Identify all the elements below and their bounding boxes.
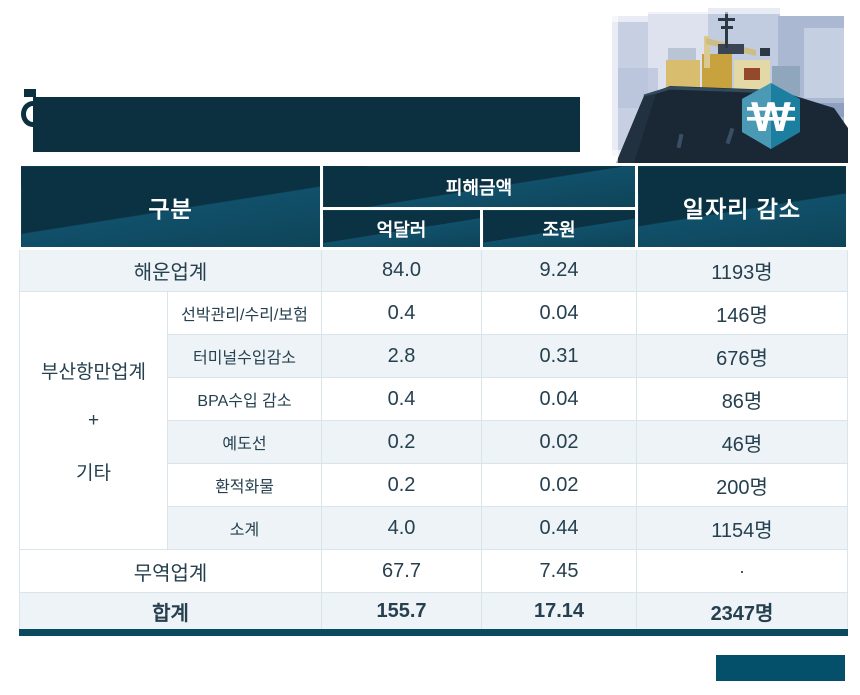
table-row: BPA수입 감소 0.4 0.04 86명 bbox=[20, 377, 849, 421]
table-row: 해운업계 84.0 9.24 1193명 bbox=[18, 248, 849, 292]
cell-krw: 0.04 bbox=[481, 377, 638, 421]
cell-usd: 84.0 bbox=[321, 248, 483, 292]
cell-krw: 0.02 bbox=[481, 463, 638, 507]
row-label: 해운업계 bbox=[18, 248, 323, 292]
damage-table: 구분 피해금액 일자리 감소 억달러 조원 해운업계 84.0 9.24 119… bbox=[17, 163, 850, 636]
row-label: 무역업계 bbox=[18, 549, 323, 593]
cell-jobs: 200명 bbox=[636, 463, 849, 507]
cell-jobs: 2347명 bbox=[636, 592, 849, 636]
cell-krw: 9.24 bbox=[481, 248, 638, 292]
table-row: 예도선 0.2 0.02 46명 bbox=[20, 420, 849, 464]
group-line: 기타 bbox=[76, 462, 111, 484]
header-usd: 억달러 bbox=[320, 207, 484, 250]
cell-jobs: 46명 bbox=[636, 420, 849, 464]
header-jobs: 일자리 감소 bbox=[635, 163, 850, 250]
title-bar bbox=[33, 97, 580, 152]
title-glyph-fragment bbox=[24, 89, 36, 97]
row-label: 선박관리/수리/보험 bbox=[166, 291, 323, 335]
cell-usd: 155.7 bbox=[321, 592, 483, 636]
row-label: 예도선 bbox=[166, 420, 323, 464]
cell-jobs: 676명 bbox=[636, 334, 849, 378]
cell-jobs: 1193명 bbox=[636, 248, 849, 292]
row-label: 터미널수입감소 bbox=[166, 334, 323, 378]
group-line: 부산항만업계 bbox=[41, 361, 146, 383]
cell-jobs: 1154명 bbox=[636, 506, 849, 550]
cell-krw: 0.02 bbox=[481, 420, 638, 464]
cell-krw: 0.31 bbox=[481, 334, 638, 378]
cell-jobs: 146명 bbox=[636, 291, 849, 335]
cell-krw: 7.45 bbox=[481, 549, 638, 593]
group-label: 부산항만업계 + 기타 bbox=[19, 291, 168, 550]
table-row: 부산항만업계 + 기타 선박관리/수리/보험 0.4 0.04 146명 bbox=[19, 291, 849, 550]
cell-krw: 17.14 bbox=[481, 592, 638, 636]
header-krw: 조원 bbox=[480, 207, 639, 250]
row-label: BPA수입 감소 bbox=[166, 377, 323, 421]
source-box bbox=[716, 655, 845, 681]
title-glyph-fragment bbox=[21, 101, 45, 127]
cell-krw: 0.04 bbox=[481, 291, 638, 335]
header-category: 구분 bbox=[17, 163, 324, 250]
won-badge-icon: W bbox=[742, 83, 800, 149]
cell-usd: 0.4 bbox=[321, 291, 483, 335]
table-row-total: 합계 155.7 17.14 2347명 bbox=[18, 592, 849, 636]
cell-jobs: 86명 bbox=[636, 377, 849, 421]
container-ship-photo: W bbox=[608, 8, 848, 163]
table-row: 환적화물 0.2 0.02 200명 bbox=[20, 463, 849, 507]
table-row: 무역업계 67.7 7.45 · bbox=[18, 549, 849, 593]
group-line: + bbox=[87, 409, 100, 431]
cell-usd: 0.4 bbox=[321, 377, 483, 421]
cell-usd: 4.0 bbox=[321, 506, 483, 550]
row-label: 환적화물 bbox=[166, 463, 323, 507]
table-row: 소계 4.0 0.44 1154명 bbox=[20, 506, 849, 550]
cell-jobs: · bbox=[636, 549, 849, 593]
cell-usd: 67.7 bbox=[321, 549, 483, 593]
row-label: 소계 bbox=[166, 506, 323, 550]
cell-usd: 0.2 bbox=[321, 420, 483, 464]
svg-text:W: W bbox=[751, 93, 791, 140]
header-damage: 피해금액 bbox=[320, 163, 639, 210]
row-label: 합계 bbox=[18, 592, 323, 636]
cell-krw: 0.44 bbox=[481, 506, 638, 550]
table-row: 터미널수입감소 2.8 0.31 676명 bbox=[20, 334, 849, 378]
cell-usd: 0.2 bbox=[321, 463, 483, 507]
cell-usd: 2.8 bbox=[321, 334, 483, 378]
